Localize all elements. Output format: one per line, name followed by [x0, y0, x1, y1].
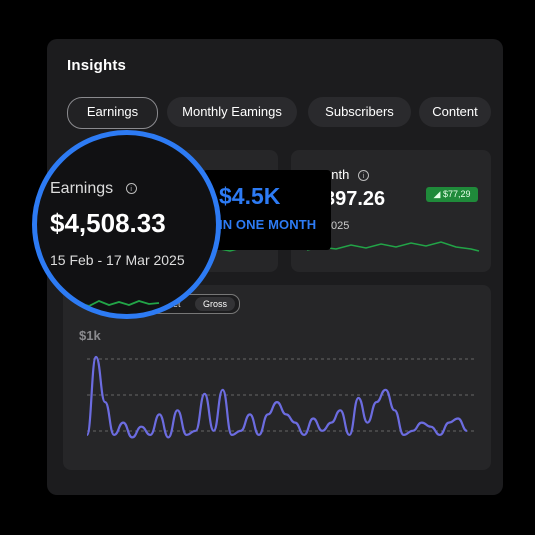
tab-earnings[interactable]: Earnings [67, 97, 158, 129]
earnings-series-line [85, 355, 468, 439]
popup-caption: IN ONE MONTH [219, 217, 317, 232]
tab-monthly-earnings[interactable]: Monthly Eamings [167, 97, 297, 127]
y-axis-label: $1k [79, 328, 101, 343]
monthly-card-value: 397.26 [324, 188, 386, 210]
magnifier-sparkline [66, 300, 160, 308]
info-icon[interactable]: i [357, 170, 369, 182]
growth-badge: ◢ $77,29 [426, 187, 478, 202]
tooltip-popup: $4.5K IN ONE MONTH [203, 170, 331, 250]
tab-content[interactable]: Content [419, 97, 491, 127]
panel-title: Insights [67, 57, 127, 74]
magnifier-label: Earnings [50, 180, 114, 197]
magnifier-circle: Earnings i $4,508.33 15 Feb - 17 Mar 202… [32, 130, 221, 319]
tab-subscribers[interactable]: Subscribers [308, 97, 411, 127]
earnings-chart [85, 355, 475, 439]
growth-badge-value: $77,29 [442, 189, 471, 199]
info-icon[interactable]: i [125, 183, 137, 195]
toggle-gross[interactable]: Gross [195, 297, 235, 311]
popup-value: $4.5K [219, 183, 281, 209]
magnifier-range: 15 Feb - 17 Mar 2025 [50, 252, 185, 268]
monthly-sparkline [306, 241, 480, 252]
arrow-up-icon: ◢ [433, 189, 443, 199]
monthly-card-sub: 025 [331, 220, 350, 232]
magnifier-value: $4,508.33 [50, 208, 166, 238]
